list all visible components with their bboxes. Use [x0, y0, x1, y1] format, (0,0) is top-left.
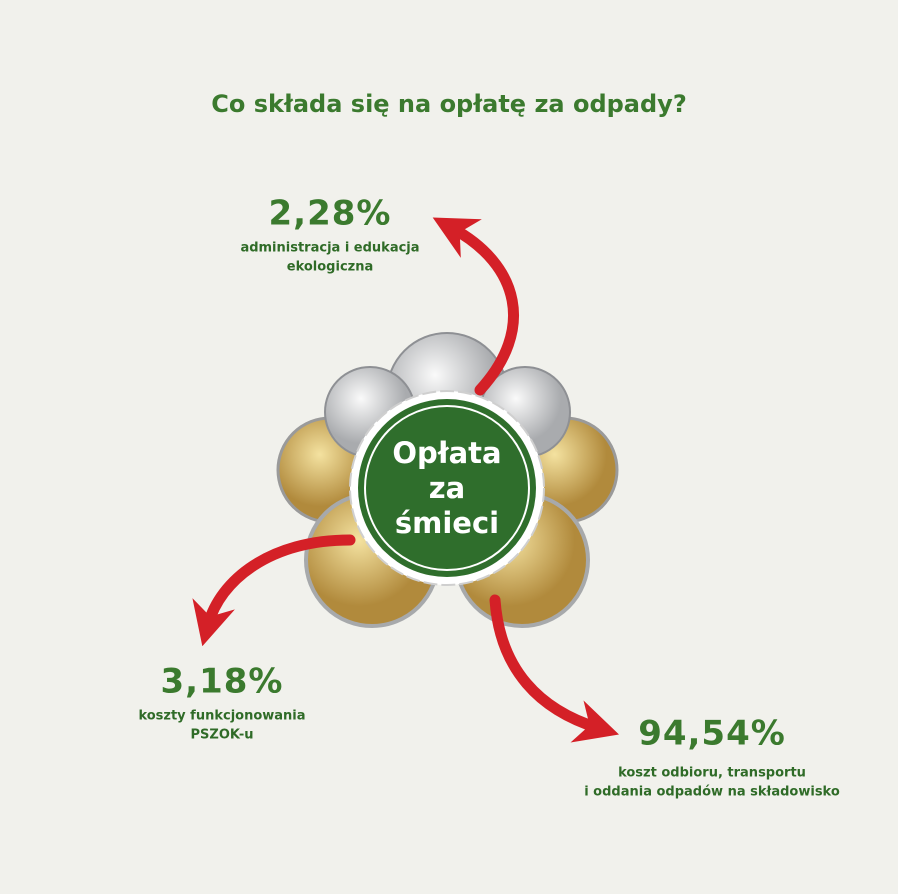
center-line: śmieci: [395, 506, 499, 540]
item-label: ekologiczna: [287, 260, 374, 275]
infographic: Co składa się na opłatę za odpady? Opłat…: [0, 0, 898, 894]
center-line: za: [429, 471, 465, 505]
center-line: Opłata: [392, 436, 501, 470]
item-value: 2,28%: [269, 194, 392, 234]
center-badge: Opłata za śmieci: [350, 391, 544, 585]
item-label: i oddania odpadów na składowisko: [584, 785, 840, 800]
title: Co składa się na opłatę za odpady?: [211, 90, 687, 118]
item-value: 94,54%: [638, 714, 786, 754]
item-label: koszty funkcjonowania: [138, 709, 305, 724]
item-value: 3,18%: [161, 662, 284, 702]
item-label: administracja i edukacja: [240, 241, 419, 256]
item-label: PSZOK-u: [191, 728, 254, 743]
item-label: koszt odbioru, transportu: [618, 766, 806, 781]
